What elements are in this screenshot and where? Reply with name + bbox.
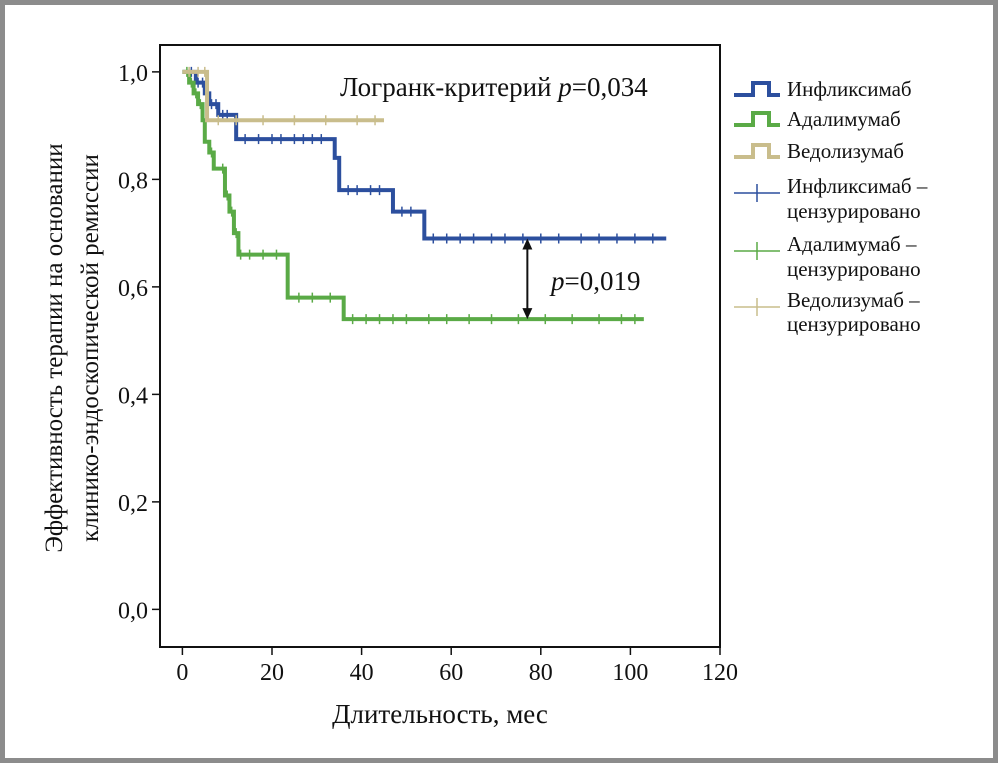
x-tick-label: 60	[439, 660, 463, 686]
logrank-p: p	[556, 72, 572, 102]
series-1	[182, 66, 644, 325]
legend-item-3: Инфликсимаб –цензурировано	[734, 174, 928, 223]
legend-label: Ведолизумаб	[787, 139, 904, 163]
y-tick-label: 0,2	[118, 491, 148, 517]
pair-value: =0,019	[565, 266, 641, 296]
y-tick-label: 0,4	[118, 383, 148, 409]
arrow-head-bottom	[522, 308, 533, 320]
legend: Инфликсимаб Адалимумаб Ведолизумаб Инфликси…	[734, 77, 928, 336]
y-axis-label-line2: клинико-эндоскопической ремиссии	[77, 154, 104, 542]
x-tick-label: 20	[260, 660, 284, 686]
plot-area	[159, 44, 721, 648]
legend-label: Инфликсимаб	[787, 77, 912, 101]
arrow-head-top	[522, 238, 533, 250]
legend-swatch	[734, 143, 780, 159]
legend-label-line2: цензурировано	[787, 312, 921, 336]
series-2	[182, 66, 384, 126]
x-tick-label: 80	[529, 660, 553, 686]
legend-item-2: Ведолизумаб	[734, 139, 904, 163]
legend-swatch	[734, 81, 780, 97]
logrank-annotation: Логранк-критерий p=0,034	[340, 72, 648, 102]
axis-ticks: 0 20 40 60 80 100 120 0,0 0,2 0,4 0,6 0,8 1,0	[118, 61, 738, 686]
y-tick-label: 1,0	[118, 61, 148, 87]
difference-arrow	[522, 238, 533, 320]
legend-label: Адалимумаб	[787, 107, 901, 131]
legend-item-4: Адалимумаб –цензурировано	[734, 232, 921, 281]
logrank-prefix: Логранк-критерий	[340, 72, 558, 102]
annotations: Логранк-критерий p=0,034 p=0,019	[340, 72, 648, 320]
y-axis-label-line1: Эффективность терапии на основании	[41, 143, 68, 552]
legend-item-0: Инфликсимаб	[734, 77, 912, 101]
series-line	[182, 69, 667, 241]
y-tick-label: 0,8	[118, 168, 148, 194]
series-layer	[182, 66, 667, 325]
x-tick-label: 120	[702, 660, 738, 686]
y-tick-label: 0,0	[118, 598, 148, 624]
x-axis-label: Длительность, мес	[332, 699, 548, 729]
x-tick-label: 0	[176, 660, 188, 686]
legend-label-line2: цензурировано	[787, 257, 921, 281]
y-tick-label: 0,6	[118, 276, 148, 302]
legend-item-5: Ведолизумаб –цензурировано	[734, 288, 921, 336]
legend-swatch	[734, 111, 780, 127]
legend-label-line2: цензурировано	[787, 199, 921, 223]
legend-label: Ведолизумаб –	[787, 288, 920, 312]
legend-item-1: Адалимумаб	[734, 107, 901, 131]
series-line	[182, 69, 384, 123]
pair-p: p	[549, 266, 565, 296]
legend-label: Инфликсимаб –	[787, 174, 928, 198]
series-0	[182, 66, 667, 244]
logrank-value: =0,034	[572, 72, 648, 102]
x-tick-label: 40	[350, 660, 374, 686]
pair-annotation: p=0,019	[549, 266, 640, 296]
legend-label: Адалимумаб –	[787, 232, 917, 256]
x-tick-label: 100	[612, 660, 648, 686]
